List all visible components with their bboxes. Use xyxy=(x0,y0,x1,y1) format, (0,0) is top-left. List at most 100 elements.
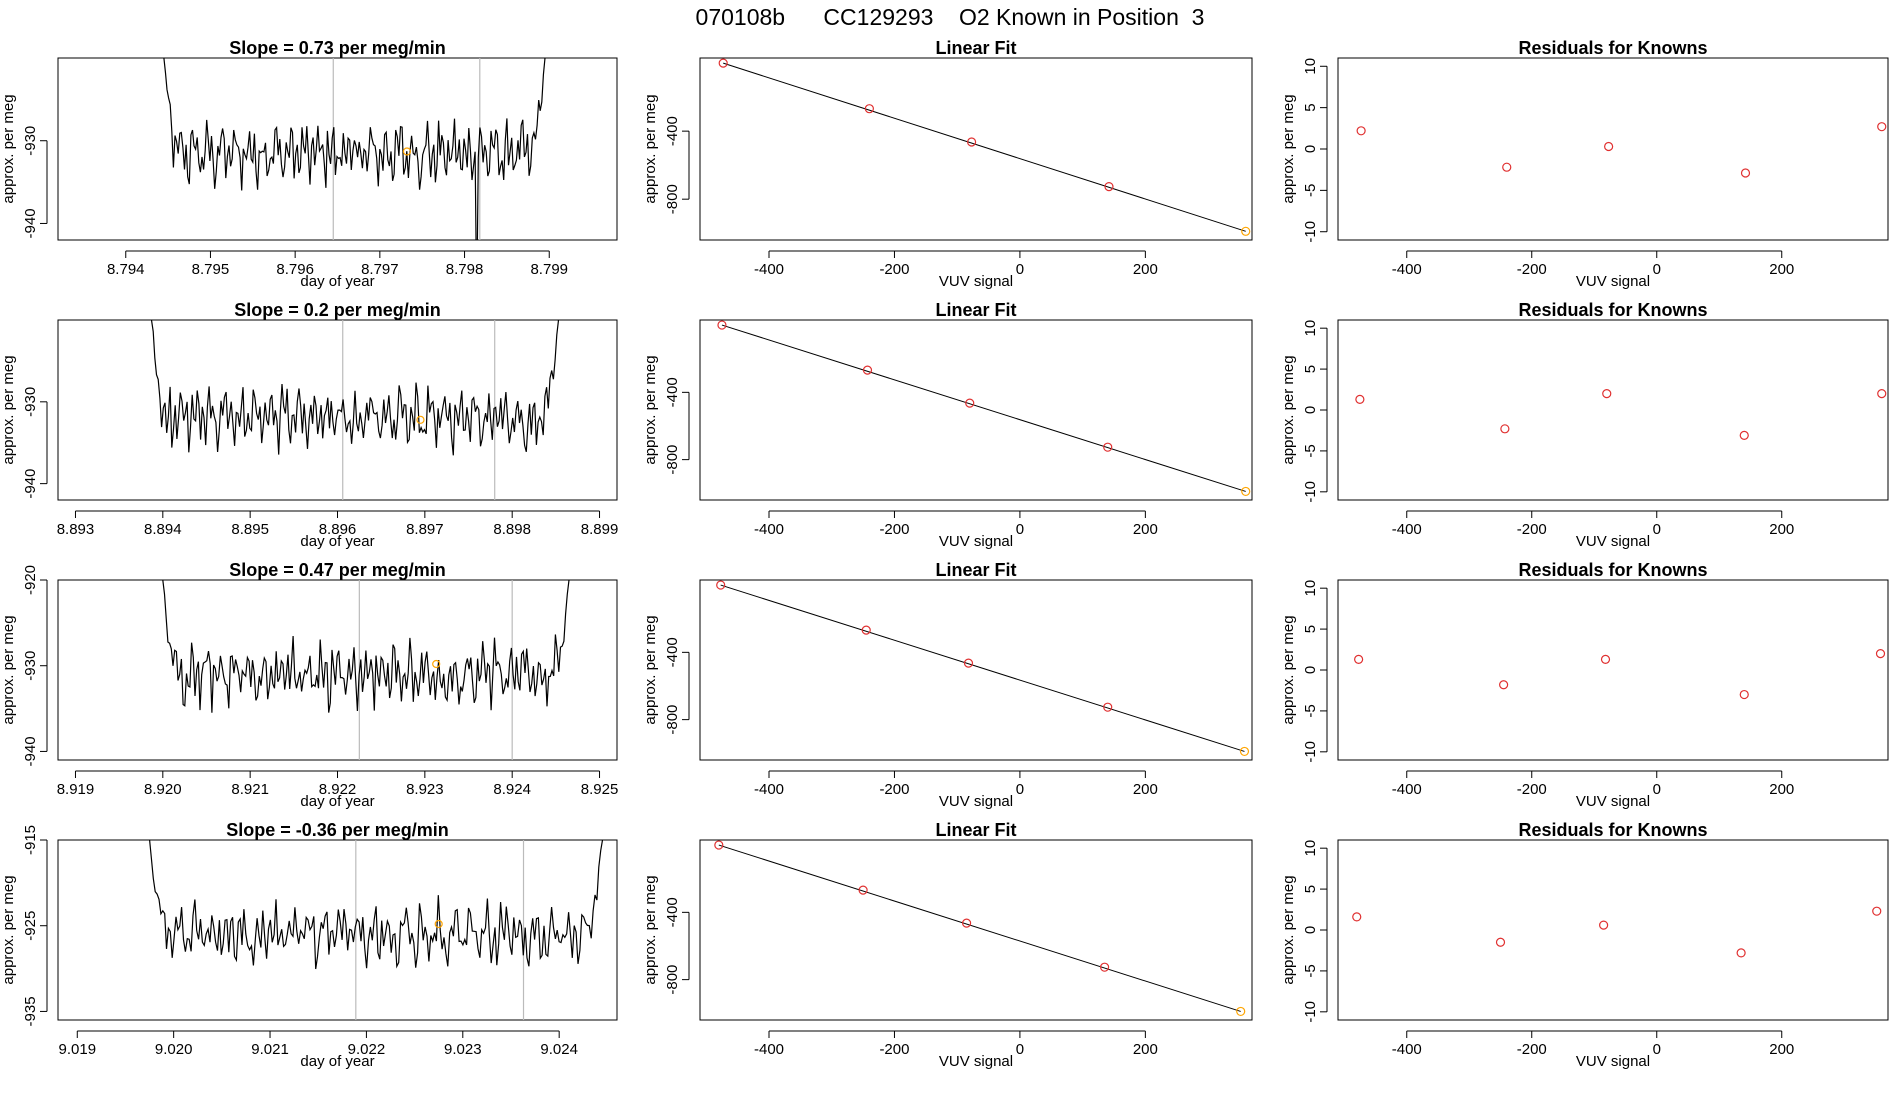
data-point xyxy=(1241,486,1251,497)
chart-row-3: Slope = 0.47 per meg/min 8.919 8.920 8.921 8… xyxy=(0,560,1889,810)
y-tick-label: -400 xyxy=(664,637,681,667)
y-tick-label: 0 xyxy=(1302,926,1319,934)
y-tick-label: -935 xyxy=(22,996,39,1026)
x-tick-label: 8.920 xyxy=(144,781,182,798)
x-tick-label: 200 xyxy=(1133,781,1158,798)
x-tick-label: 8.899 xyxy=(581,521,619,538)
y-tick-label: 5 xyxy=(1302,885,1319,893)
y-tick-label: -930 xyxy=(22,387,39,417)
plot-area xyxy=(162,580,570,760)
y-tick-label: -400 xyxy=(664,897,681,927)
y-tick-label: 10 xyxy=(1302,840,1319,857)
x-tick-label: -400 xyxy=(754,261,784,278)
y-tick-label: -925 xyxy=(22,911,39,941)
x-tick-label: 8.896 xyxy=(319,521,357,538)
plot-frame xyxy=(1337,839,1889,1021)
data-point xyxy=(864,104,874,114)
x-tick-label: -400 xyxy=(1392,1041,1422,1058)
y-tick-label: -800 xyxy=(664,184,681,214)
y-tick-label: -5 xyxy=(1302,444,1319,457)
plot-area xyxy=(714,840,1246,1017)
plot-area xyxy=(150,320,560,500)
plot-frame xyxy=(57,579,618,761)
y-tick-label: 0 xyxy=(1302,406,1319,414)
x-tick-label: 0 xyxy=(1016,521,1024,538)
x-axis-label: VUV signal xyxy=(939,793,1013,810)
y-tick-label: -940 xyxy=(22,208,39,238)
data-point xyxy=(858,885,868,895)
y-tick-label: -930 xyxy=(22,651,39,681)
fit-line xyxy=(720,584,1245,752)
data-point xyxy=(1354,654,1364,664)
x-axis-label: VUV signal xyxy=(1576,533,1650,550)
y-tick-label: -940 xyxy=(22,736,39,766)
y-axis-label: approx. per meg xyxy=(642,94,659,203)
data-point xyxy=(716,580,726,590)
x-tick-label: 0 xyxy=(1653,1041,1661,1058)
chart-title: Slope = 0.2 per meg/min xyxy=(234,300,441,320)
panel-4-1: Slope = -0.36 per meg/min 9.019 9.020 9.021… xyxy=(0,820,618,1070)
x-tick-label: 8.894 xyxy=(144,521,182,538)
plot-area xyxy=(1354,649,1886,700)
chart-title: Linear Fit xyxy=(935,820,1016,840)
data-point xyxy=(1352,912,1362,922)
plot-area xyxy=(149,840,604,1020)
x-tick-label: 8.925 xyxy=(581,781,619,798)
plot-frame xyxy=(57,839,618,1021)
data-point xyxy=(1739,689,1749,700)
x-axis-label: VUV signal xyxy=(939,273,1013,290)
y-tick-label: -10 xyxy=(1302,1001,1319,1023)
data-point xyxy=(1877,122,1887,132)
y-tick-label: -800 xyxy=(664,445,681,475)
x-axis-label: day of year xyxy=(300,793,374,810)
chart-row-1: Slope = 0.73 per meg/min 8.794 8.795 8.796 8… xyxy=(0,38,1889,290)
data-point xyxy=(965,398,975,408)
data-point xyxy=(862,365,873,375)
panel-2-2: Linear Fit -400 -200 0 200 VUV signal -800 -400… xyxy=(642,300,1253,550)
data-point xyxy=(1499,680,1509,690)
data-point xyxy=(1604,141,1614,152)
plot-area xyxy=(1355,389,1887,440)
y-axis-label: approx. per meg xyxy=(0,615,17,724)
y-axis-label: approx. per meg xyxy=(0,94,17,203)
x-tick-label: 0 xyxy=(1016,261,1024,278)
data-point xyxy=(1355,394,1365,404)
y-axis-label: approx. per meg xyxy=(0,875,17,984)
data-point xyxy=(1495,937,1506,947)
y-tick-label: -10 xyxy=(1302,221,1319,243)
x-tick-label: -400 xyxy=(1392,521,1422,538)
data-point xyxy=(1739,430,1749,440)
y-axis-label: approx. per meg xyxy=(0,355,17,464)
x-tick-label: -400 xyxy=(754,781,784,798)
chart-row-4: Slope = -0.36 per meg/min 9.019 9.020 9.021… xyxy=(0,820,1889,1070)
chart-title: Slope = 0.47 per meg/min xyxy=(229,560,446,580)
x-axis-label: VUV signal xyxy=(1576,273,1650,290)
y-tick-label: -400 xyxy=(664,116,681,146)
data-point xyxy=(1599,920,1609,930)
x-tick-label: 0 xyxy=(1653,781,1661,798)
y-tick-label: -800 xyxy=(664,965,681,995)
x-tick-label: 8.798 xyxy=(446,261,484,278)
y-tick-label: 10 xyxy=(1302,320,1319,337)
chart-title: Residuals for Knowns xyxy=(1518,38,1707,58)
x-tick-label: -200 xyxy=(879,781,909,798)
chart-title: Linear Fit xyxy=(935,300,1016,320)
chart-title: Slope = 0.73 per meg/min xyxy=(229,38,446,58)
y-tick-label: -5 xyxy=(1302,704,1319,717)
y-tick-label: -800 xyxy=(664,705,681,735)
x-tick-label: -200 xyxy=(879,1041,909,1058)
y-axis-label: approx. per meg xyxy=(1280,875,1297,984)
y-axis-label: approx. per meg xyxy=(642,615,659,724)
plot-frame xyxy=(699,839,1253,1021)
data-point xyxy=(1740,168,1751,178)
x-tick-label: 9.024 xyxy=(540,1041,578,1058)
panel-1-1: Slope = 0.73 per meg/min 8.794 8.795 8.796 8… xyxy=(0,38,618,290)
x-axis-label: day of year xyxy=(300,273,374,290)
data-point xyxy=(1602,389,1612,399)
x-axis-label: day of year xyxy=(300,533,374,550)
x-tick-label: 8.893 xyxy=(57,521,95,538)
y-tick-label: -400 xyxy=(664,377,681,407)
marker-point xyxy=(402,147,412,156)
y-tick-label: 5 xyxy=(1302,365,1319,373)
y-axis-label: approx. per meg xyxy=(1280,94,1297,203)
